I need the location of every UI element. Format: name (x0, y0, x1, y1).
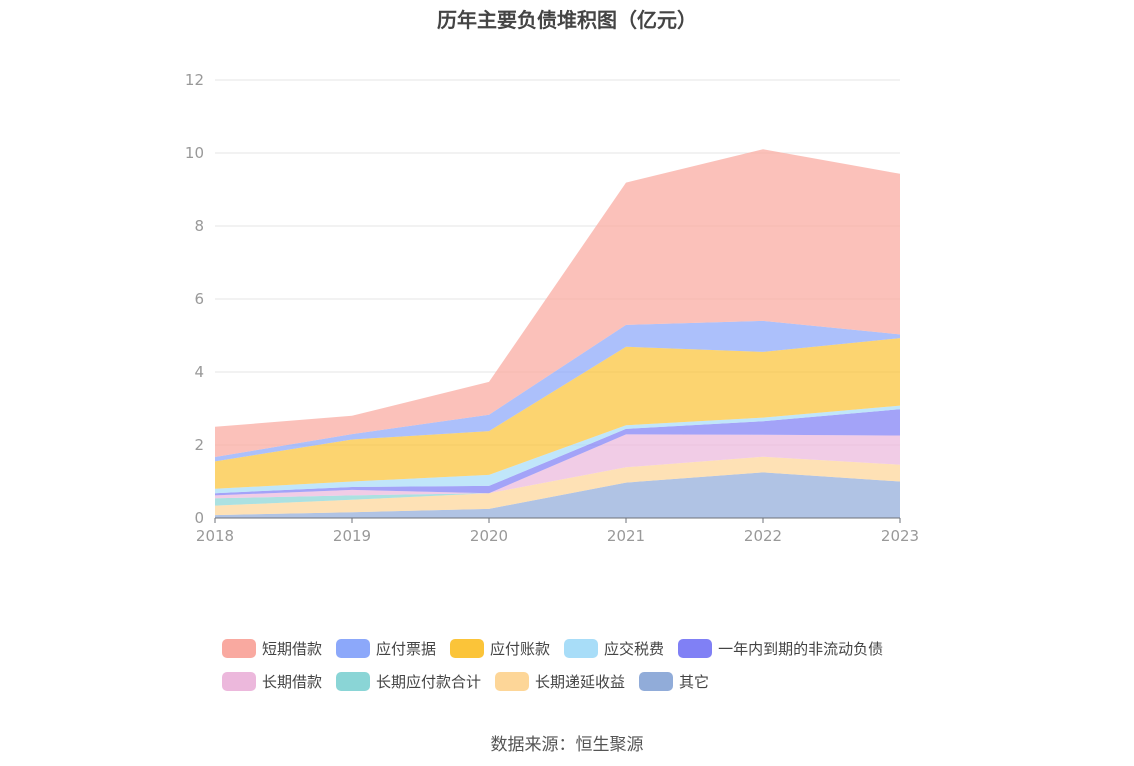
legend-swatch (495, 672, 530, 691)
area-series-1 (215, 456, 900, 516)
legend-item[interactable]: 长期递延收益 (495, 671, 625, 692)
area-series-0 (215, 472, 900, 518)
area-series-5 (215, 405, 900, 494)
area-series-2 (215, 456, 900, 506)
y-tick-label: 0 (194, 509, 204, 527)
x-tick-label: 2020 (470, 527, 508, 545)
y-tick-label: 10 (185, 144, 204, 162)
legend-item[interactable]: 应交税费 (564, 638, 664, 659)
area-series-3 (215, 434, 900, 499)
legend-item[interactable]: 其它 (639, 671, 709, 692)
area-series-6 (215, 338, 900, 489)
area-series-4 (215, 409, 900, 496)
legend-swatch (450, 639, 485, 658)
x-tick-label: 2019 (333, 527, 371, 545)
area-series-8 (215, 149, 900, 458)
legend-label: 应付票据 (376, 640, 437, 658)
y-tick-label: 12 (185, 71, 204, 89)
chart-title: 历年主要负债堆积图（亿元） (437, 8, 697, 32)
legend-swatch (336, 639, 371, 658)
data-source-note: 数据来源：恒生聚源 (490, 735, 644, 755)
x-tick-label: 2018 (196, 527, 234, 545)
legend-row-2: 长期借款 长期应付款合计 长期递延收益 其它 (222, 665, 942, 698)
legend-label: 长期应付款合计 (376, 673, 482, 691)
area-series-7 (215, 320, 900, 462)
legend-swatch (222, 672, 256, 691)
axes: 0 2 4 6 8 10 12 2018 2019 2020 2021 2022 2023 (185, 71, 919, 545)
legend-label: 短期借款 (262, 640, 323, 658)
y-tick-label: 8 (194, 217, 204, 235)
legend-label: 一年内到期的非流动负债 (718, 640, 884, 658)
legend-item[interactable]: 应付账款 (450, 638, 550, 659)
legend-label: 应交税费 (604, 640, 665, 658)
y-tick-label: 2 (194, 436, 204, 454)
legend-swatch (678, 639, 713, 658)
legend-swatch (336, 672, 371, 691)
legend-item[interactable]: 一年内到期的非流动负债 (678, 638, 883, 659)
x-tick-label: 2021 (607, 527, 645, 545)
legend-item[interactable]: 应付票据 (336, 638, 436, 659)
legend-item[interactable]: 长期应付款合计 (336, 671, 481, 692)
legend-label: 应付账款 (490, 640, 551, 658)
legend-row-1: 短期借款 应付票据 应付账款 应交税费 一年内到期的非流动负债 (222, 632, 942, 665)
legend-swatch (639, 672, 674, 691)
legend: 短期借款 应付票据 应付账款 应交税费 一年内到期的非流动负债 长期借款 长期应付款合计长… (222, 632, 942, 698)
legend-item[interactable]: 长期借款 (222, 671, 322, 692)
x-tick-label: 2023 (881, 527, 919, 545)
y-tick-label: 6 (194, 290, 204, 308)
legend-label: 长期借款 (262, 673, 323, 691)
legend-item[interactable]: 短期借款 (222, 638, 322, 659)
legend-label: 其它 (679, 673, 710, 691)
legend-swatch (222, 639, 256, 658)
y-tick-label: 4 (194, 363, 204, 381)
legend-label: 长期递延收益 (535, 673, 626, 691)
legend-swatch (564, 639, 599, 658)
area-series (215, 149, 900, 518)
x-tick-label: 2022 (744, 527, 782, 545)
